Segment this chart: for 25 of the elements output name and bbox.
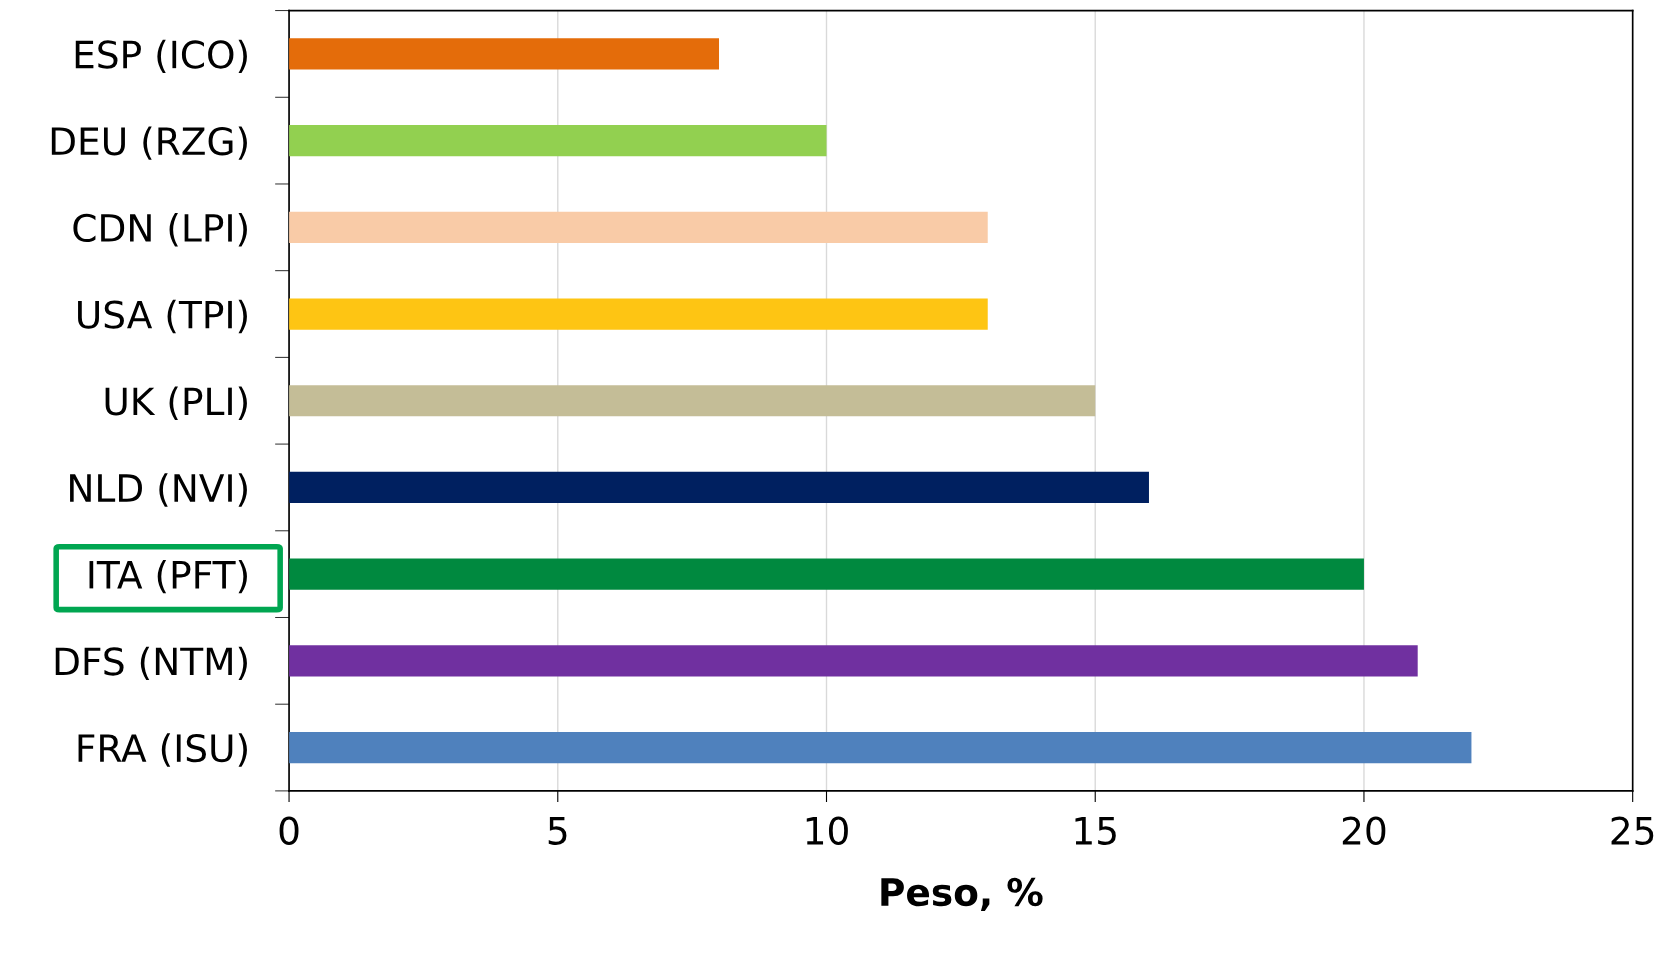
bar — [289, 645, 1418, 677]
y-tick-label: DFS (NTM) — [55, 646, 247, 681]
x-tick-label: 10 — [806, 816, 848, 845]
bar — [289, 38, 720, 70]
x-axis-title: Peso, % — [881, 877, 1043, 912]
x-tick-label: 20 — [1342, 816, 1386, 845]
y-tick-label: UK (PLI) — [105, 386, 247, 420]
y-tick-label: FRA (ISU) — [78, 733, 247, 767]
x-tick-label: 5 — [548, 817, 567, 845]
y-tick-label: ITA (PFT) — [89, 559, 247, 594]
y-tick-label: USA (TPI) — [78, 299, 247, 334]
bar — [289, 211, 988, 243]
bar — [289, 298, 988, 330]
x-tick-label: 0 — [279, 816, 299, 845]
bar — [289, 558, 1364, 590]
y-tick-label: NLD (NVI) — [70, 473, 247, 507]
y-tick-label: CDN (LPI) — [73, 213, 247, 247]
y-tick-label: DEU (RZG) — [51, 126, 247, 160]
y-tick-label: ESP (ICO) — [75, 39, 247, 74]
x-tick-label: 15 — [1075, 817, 1116, 845]
bar — [289, 731, 1472, 764]
bar — [289, 385, 1096, 417]
bar — [289, 471, 1149, 504]
bar — [289, 125, 827, 157]
x-tick-label: 25 — [1611, 816, 1654, 845]
